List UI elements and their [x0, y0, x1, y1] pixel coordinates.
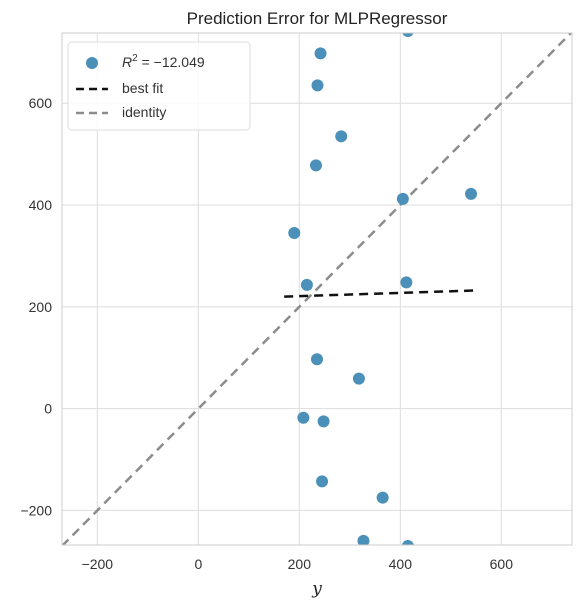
prediction-point: [311, 353, 323, 366]
y-tick-label: 0: [44, 401, 52, 417]
legend-label-best-fit: best fit: [122, 80, 163, 96]
prediction-point: [314, 47, 327, 60]
legend-label-r2: R2 = −12.049: [122, 53, 205, 70]
prediction-point: [352, 372, 365, 385]
prediction-point: [465, 187, 478, 200]
x-tick-label: 0: [194, 556, 202, 572]
best-fit-line: [284, 289, 474, 298]
x-tick-label: 400: [389, 556, 413, 572]
prediction-point: [297, 411, 310, 424]
x-axis-ticks: −200 0 200 400 600: [82, 556, 514, 572]
x-axis-label: y: [311, 579, 322, 599]
x-tick-label: −200: [82, 556, 114, 572]
prediction-point: [376, 491, 389, 504]
grid: [62, 33, 572, 545]
identity-line: [62, 33, 572, 545]
x-tick-label: 200: [288, 556, 312, 572]
plot-frame: [61, 32, 573, 546]
best-fit-series: [284, 289, 474, 298]
prediction-point: [300, 278, 313, 291]
prediction-point: [401, 540, 414, 545]
legend-marker-r2: [86, 57, 98, 69]
prediction-point: [402, 33, 414, 37]
y-tick-label: 200: [29, 299, 53, 315]
y-tick-label: 600: [29, 95, 53, 111]
prediction-point: [311, 79, 324, 92]
prediction-points: [288, 33, 478, 545]
y-tick-label: −200: [20, 502, 52, 518]
legend-box: [67, 41, 251, 131]
prediction-point: [400, 276, 413, 289]
chart-title: Prediction Error for MLPRegressor: [187, 9, 448, 28]
prediction-point: [335, 130, 348, 143]
x-tick-label: 600: [490, 556, 514, 572]
y-axis-ticks: −200 0 200 400 600: [20, 95, 52, 518]
prediction-point: [357, 534, 370, 545]
y-tick-label: 400: [29, 197, 53, 213]
prediction-point: [288, 227, 301, 240]
legend-label-identity: identity: [122, 104, 166, 120]
plot-area: [62, 33, 572, 545]
prediction-point: [309, 159, 322, 172]
identity-series: [62, 33, 572, 545]
prediction-point: [396, 192, 409, 205]
prediction-point: [316, 475, 329, 488]
prediction-point: [317, 415, 330, 428]
legend: R2 = −12.049 best fit identity: [67, 41, 251, 131]
